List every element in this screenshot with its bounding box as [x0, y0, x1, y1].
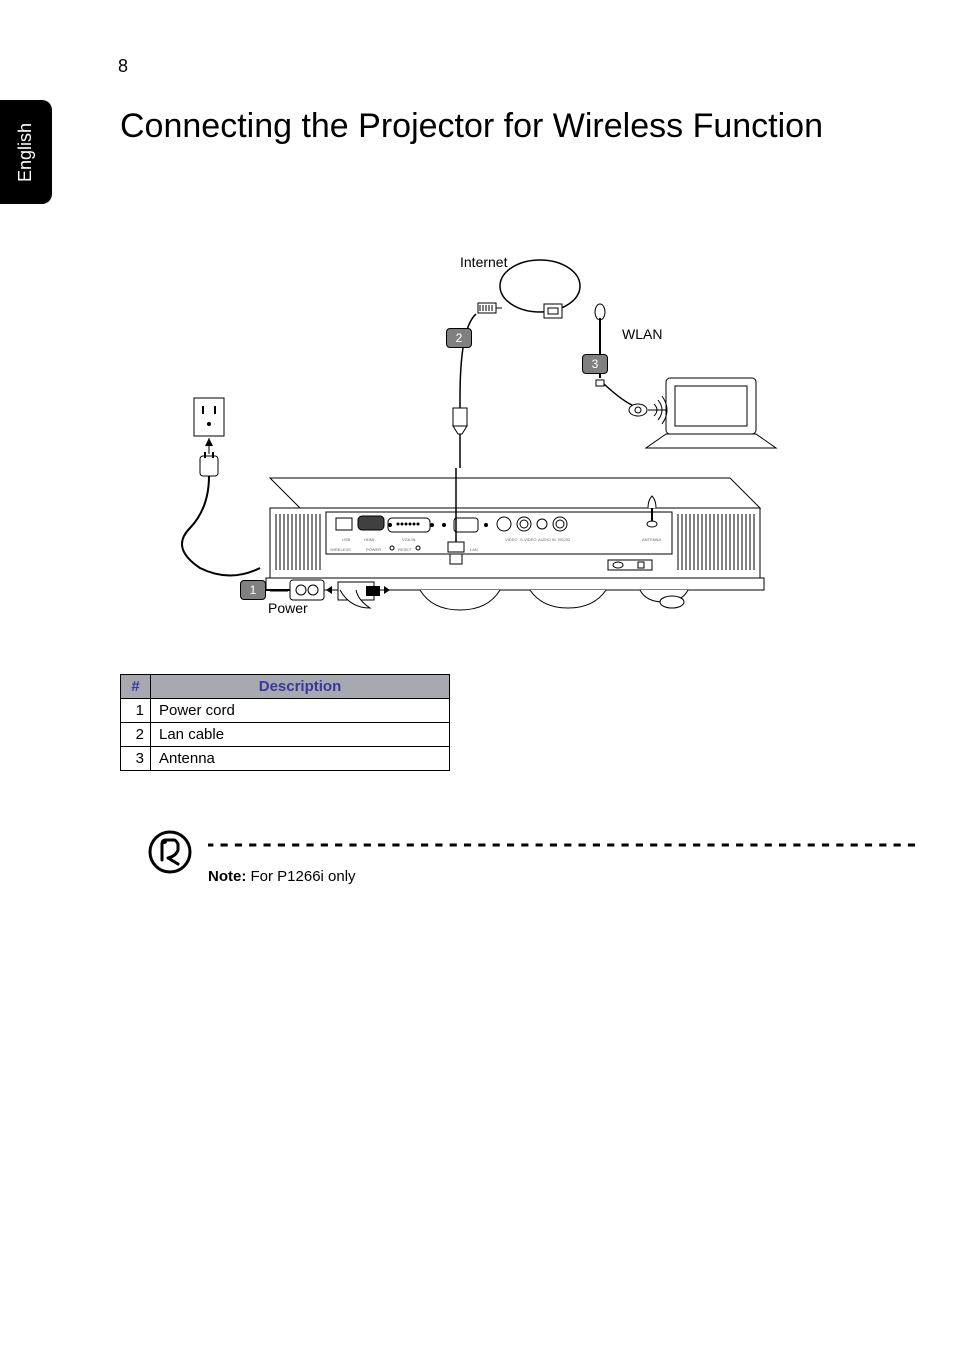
page-number: 8 — [118, 56, 128, 77]
table-cell-desc: Power cord — [151, 699, 450, 723]
svg-text:AUDIO IN: AUDIO IN — [538, 537, 556, 542]
diagram-marker-2: 2 — [446, 328, 472, 348]
table-row: 2 Lan cable — [121, 723, 450, 747]
note-text: Note: For P1266i only — [208, 868, 356, 885]
note-body: For P1266i only — [246, 868, 355, 885]
svg-text:RS232: RS232 — [558, 537, 571, 542]
power-outlet-icon — [182, 398, 260, 576]
description-table: # Description 1 Power cord 2 Lan cable 3… — [120, 674, 450, 771]
language-tab: English — [0, 100, 52, 204]
table-row: 1 Power cord — [121, 699, 450, 723]
laptop-icon — [629, 378, 776, 448]
power-label: Power — [268, 600, 308, 616]
table-header-num: # — [121, 675, 151, 699]
svg-text:USB: USB — [342, 537, 351, 542]
internet-label: Internet — [460, 254, 507, 270]
svg-text:POWER: POWER — [366, 547, 381, 552]
table-row: 3 Antenna — [121, 747, 450, 771]
svg-text:WIRELESS: WIRELESS — [330, 547, 351, 552]
note-dotted-rule — [208, 840, 924, 850]
svg-text:VIDEO: VIDEO — [505, 537, 517, 542]
diagram-marker-1: 1 — [240, 580, 266, 600]
table-cell-num: 2 — [121, 723, 151, 747]
page-title: Connecting the Projector for Wireless Fu… — [120, 104, 874, 150]
projector-icon: USB HDMI VGA IN VIDEO S-VIDEO AUDIO IN R… — [266, 468, 764, 610]
diagram-svg: 2 3 — [170, 248, 810, 648]
svg-text:LAN: LAN — [470, 547, 478, 552]
note-icon — [148, 830, 192, 874]
connection-diagram: 2 3 — [170, 248, 810, 648]
table-header-desc: Description — [151, 675, 450, 699]
svg-text:HDMI: HDMI — [364, 537, 374, 542]
language-tab-label: English — [16, 122, 37, 181]
wlan-label: WLAN — [622, 326, 662, 342]
svg-text:S-VIDEO: S-VIDEO — [520, 537, 536, 542]
table-cell-num: 1 — [121, 699, 151, 723]
svg-text:VGA IN: VGA IN — [402, 537, 415, 542]
svg-text:ANTENNA: ANTENNA — [642, 537, 661, 542]
table-cell-desc: Lan cable — [151, 723, 450, 747]
table-cell-desc: Antenna — [151, 747, 450, 771]
svg-text:RESET: RESET — [398, 547, 412, 552]
diagram-marker-3: 3 — [582, 354, 608, 374]
note-prefix: Note: — [208, 868, 246, 885]
table-cell-num: 3 — [121, 747, 151, 771]
